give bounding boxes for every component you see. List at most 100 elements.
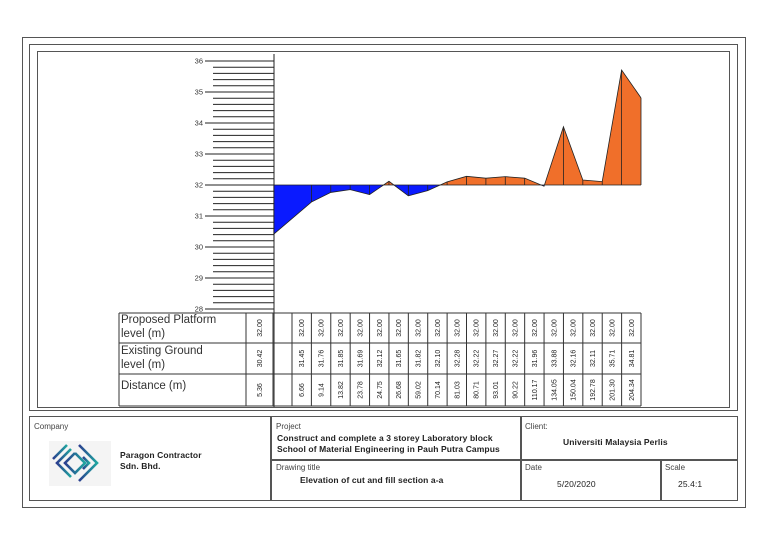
title-block-divider-client — [520, 416, 522, 501]
row-label-proposed: level (m) — [121, 328, 165, 340]
axis-tick-label: 31 — [195, 212, 203, 221]
table-cell-proposed: 32.00 — [474, 319, 481, 337]
axis-tick-label: 36 — [195, 57, 203, 66]
row-label-existing: level (m) — [121, 359, 165, 371]
table-cell-proposed: 32.00 — [396, 319, 403, 337]
axis-tick-label: 33 — [195, 150, 203, 159]
project-label: Project — [276, 422, 301, 431]
table-cell-existing: 31.96 — [532, 350, 539, 368]
table-cell-existing: 31.69 — [357, 350, 364, 368]
table-cell-existing: 35.71 — [609, 350, 616, 368]
axis-tick-label: 35 — [195, 88, 203, 97]
sheet-outer-border — [22, 37, 746, 508]
table-cell-distance: 6.66 — [299, 383, 306, 397]
drawing-title-label: Drawing title — [276, 463, 321, 472]
table-cell-existing: 32.27 — [493, 350, 500, 368]
company-name-line1: Paragon Contractor — [120, 450, 202, 460]
table-cell-proposed: 32.00 — [299, 319, 306, 337]
section-data-table: Proposed Platform level (m) Existing Groun… — [118, 312, 642, 407]
table-cell-existing: 30.42 — [257, 350, 264, 368]
fill-area — [563, 126, 583, 185]
table-cell-distance: 134.05 — [551, 379, 558, 401]
cut-area — [311, 185, 331, 203]
axis-tick-label: 34 — [195, 119, 203, 128]
drawing-title-value: Elevation of cut and fill section a-a — [300, 475, 444, 485]
table-cell-existing: 31.76 — [319, 350, 326, 368]
table-cell-proposed: 32.00 — [454, 319, 461, 337]
cut-area — [350, 185, 370, 195]
table-cell-proposed: 32.00 — [551, 319, 558, 337]
date-label: Date — [525, 463, 542, 472]
table-cell-proposed: 32.00 — [257, 319, 264, 337]
company-label: Company — [34, 422, 69, 431]
title-block — [29, 416, 738, 501]
title-block-divider-company — [270, 416, 272, 501]
table-cell-distance: 59.02 — [416, 381, 423, 399]
table-cell-distance: 13.82 — [338, 381, 345, 399]
table-cell-proposed: 32.00 — [377, 319, 384, 337]
drawing-area-border — [29, 44, 738, 411]
table-cell-proposed: 32.00 — [435, 319, 442, 337]
row-label-distance: Distance (m) — [121, 380, 186, 392]
table-cell-existing: 32.12 — [377, 350, 384, 368]
row-label-existing: Existing Ground — [121, 345, 203, 357]
table-cell-existing: 31.85 — [338, 350, 345, 368]
client-name: Universiti Malaysia Perlis — [563, 437, 668, 447]
company-logo — [49, 441, 111, 486]
table-cell-existing: 34.81 — [629, 350, 636, 368]
fill-area — [447, 176, 467, 185]
fill-area — [505, 176, 525, 185]
table-cell-existing: 32.28 — [454, 350, 461, 368]
scale-value: 25.4:1 — [678, 479, 703, 489]
axis-tick-label: 32 — [195, 181, 203, 190]
table-cell-distance: 150.04 — [571, 379, 578, 401]
fill-area — [466, 176, 486, 185]
scale-label: Scale — [665, 463, 686, 472]
table-cell-proposed: 32.00 — [319, 319, 326, 337]
project-line2: School of Material Engineering in Pauh P… — [277, 444, 500, 454]
row-label-proposed: Proposed Platform — [121, 314, 216, 326]
table-cell-proposed: 32.00 — [629, 319, 636, 337]
title-block-divider-row — [270, 459, 738, 461]
cut-fill-areas — [273, 68, 642, 235]
table-cell-distance: 192.78 — [590, 379, 597, 401]
table-cell-proposed: 32.00 — [512, 319, 519, 337]
table-cell-existing: 31.65 — [396, 350, 403, 368]
cut-area — [408, 185, 428, 196]
table-cell-existing: 31.82 — [416, 350, 423, 368]
table-cell-distance: 204.34 — [629, 379, 636, 401]
date-value: 5/20/2020 — [557, 479, 596, 489]
table-cell-distance: 70.14 — [435, 381, 442, 399]
table-cell-existing: 32.16 — [571, 350, 578, 368]
table-cell-existing: 31.45 — [299, 350, 306, 368]
table-cell-proposed: 32.00 — [609, 319, 616, 337]
table-cell-proposed: 32.00 — [532, 319, 539, 337]
table-cell-distance: 26.68 — [396, 381, 403, 399]
table-cell-distance: 5.36 — [257, 383, 264, 397]
project-line1: Construct and complete a 3 storey Labora… — [277, 433, 493, 443]
company-name-line2: Sdn. Bhd. — [120, 461, 161, 471]
existing-ground-line — [273, 68, 642, 235]
table-cell-distance: 93.01 — [493, 381, 500, 399]
table-cell-proposed: 32.00 — [590, 319, 597, 337]
table-cell-proposed: 32.00 — [416, 319, 423, 337]
table-cell-existing: 32.11 — [590, 350, 597, 367]
drawing-panel-border — [37, 51, 730, 408]
table-cell-distance: 110.17 — [532, 379, 539, 400]
axis-tick-label: 30 — [195, 243, 203, 252]
client-label: Client: — [525, 422, 548, 431]
table-cell-distance: 81.03 — [454, 381, 461, 399]
table-cell-distance: 201.30 — [609, 379, 616, 401]
paragon-logo-icon — [52, 444, 99, 482]
table-cell-proposed: 32.00 — [338, 319, 345, 337]
table-cell-proposed: 32.00 — [571, 319, 578, 337]
cut-area — [274, 185, 312, 234]
fill-area — [621, 69, 641, 185]
table-cell-existing: 32.22 — [474, 350, 481, 368]
table-cell-distance: 24.75 — [377, 381, 384, 399]
title-block-divider-scale — [660, 459, 662, 501]
table-cell-distance: 90.22 — [512, 381, 519, 399]
table-cell-distance: 23.78 — [357, 381, 364, 399]
table-cell-proposed: 32.00 — [357, 319, 364, 337]
